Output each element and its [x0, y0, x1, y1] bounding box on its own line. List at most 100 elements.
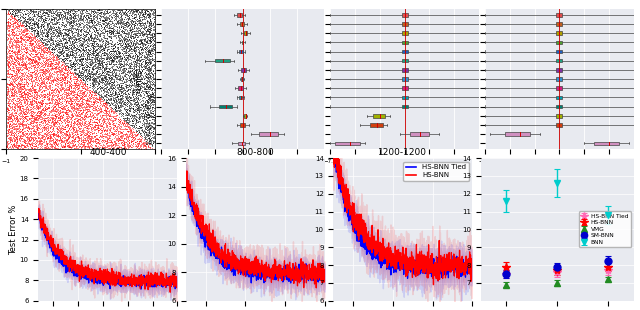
Point [20, 50, 31, 55]
Point [23, 83, 33, 88]
Point [74, 43, 84, 48]
Point [102, 27, 112, 32]
Point [12, 93, 22, 98]
Point [83, 140, 93, 144]
Point [26, 40, 36, 45]
Point [89, 12, 99, 17]
Point [77, 102, 87, 107]
Point [147, 91, 157, 96]
Point [97, 7, 107, 12]
Point [135, 15, 145, 20]
Point [22, 28, 32, 33]
Point [113, 32, 124, 37]
Point [40, 135, 51, 140]
Point [19, 137, 29, 142]
Point [12, 54, 22, 59]
Point [71, 22, 81, 27]
Point [119, 29, 129, 34]
Point [129, 44, 139, 49]
Point [99, 49, 109, 54]
Point [119, 26, 129, 31]
Point [66, 71, 76, 76]
Point [75, 38, 85, 43]
Point [6, 91, 16, 96]
Point [127, 39, 137, 44]
Point [101, 65, 111, 70]
Point [40, 136, 50, 141]
Point [47, 16, 58, 21]
Point [19, 46, 29, 51]
Point [133, 105, 143, 110]
Point [76, 123, 86, 128]
Point [35, 131, 45, 136]
Point [144, 26, 154, 31]
Point [24, 21, 35, 26]
Point [106, 142, 116, 147]
Point [83, 37, 93, 42]
Point [112, 92, 122, 97]
Point [146, 39, 156, 44]
Point [104, 146, 114, 151]
Point [130, 62, 140, 67]
Point [147, 73, 157, 78]
Point [77, 96, 88, 101]
Point [99, 78, 109, 82]
Point [35, 117, 45, 122]
Point [82, 64, 92, 69]
Point [24, 23, 34, 28]
Point [114, 8, 124, 13]
Point [8, 136, 19, 141]
Point [144, 131, 154, 136]
Point [63, 31, 73, 36]
Point [19, 83, 29, 88]
Point [15, 15, 25, 20]
Point [84, 120, 94, 125]
Point [148, 94, 158, 99]
Point [148, 46, 159, 51]
Point [64, 86, 74, 91]
Point [70, 129, 81, 134]
Point [1, 107, 12, 112]
Point [48, 138, 58, 143]
Point [130, 94, 140, 99]
Point [115, 14, 125, 19]
Point [28, 93, 38, 98]
Point [37, 35, 47, 40]
Point [28, 40, 38, 45]
Point [115, 38, 125, 42]
Point [82, 21, 92, 26]
Point [10, 11, 20, 16]
Point [134, 77, 145, 82]
Point [77, 57, 88, 62]
Point [54, 88, 65, 93]
Point [125, 68, 135, 73]
Point [74, 17, 84, 22]
Point [61, 70, 72, 75]
Point [93, 138, 103, 143]
Point [27, 114, 37, 119]
Point [73, 116, 83, 121]
Point [84, 27, 95, 32]
Point [136, 108, 146, 113]
Point [65, 83, 75, 88]
Point [61, 100, 71, 104]
Point [70, 81, 80, 86]
Point [110, 91, 120, 95]
Point [75, 73, 85, 78]
Point [118, 71, 129, 76]
Point [138, 99, 148, 104]
Point [4, 100, 15, 105]
Point [12, 56, 22, 61]
Point [90, 96, 100, 101]
Point [78, 81, 88, 86]
Point [125, 24, 135, 29]
Point [30, 35, 40, 40]
Point [124, 108, 134, 113]
Point [37, 106, 47, 111]
Point [31, 29, 42, 34]
Point [18, 126, 28, 131]
Point [99, 134, 109, 139]
Point [90, 29, 100, 34]
Point [41, 60, 51, 65]
Point [136, 60, 147, 65]
